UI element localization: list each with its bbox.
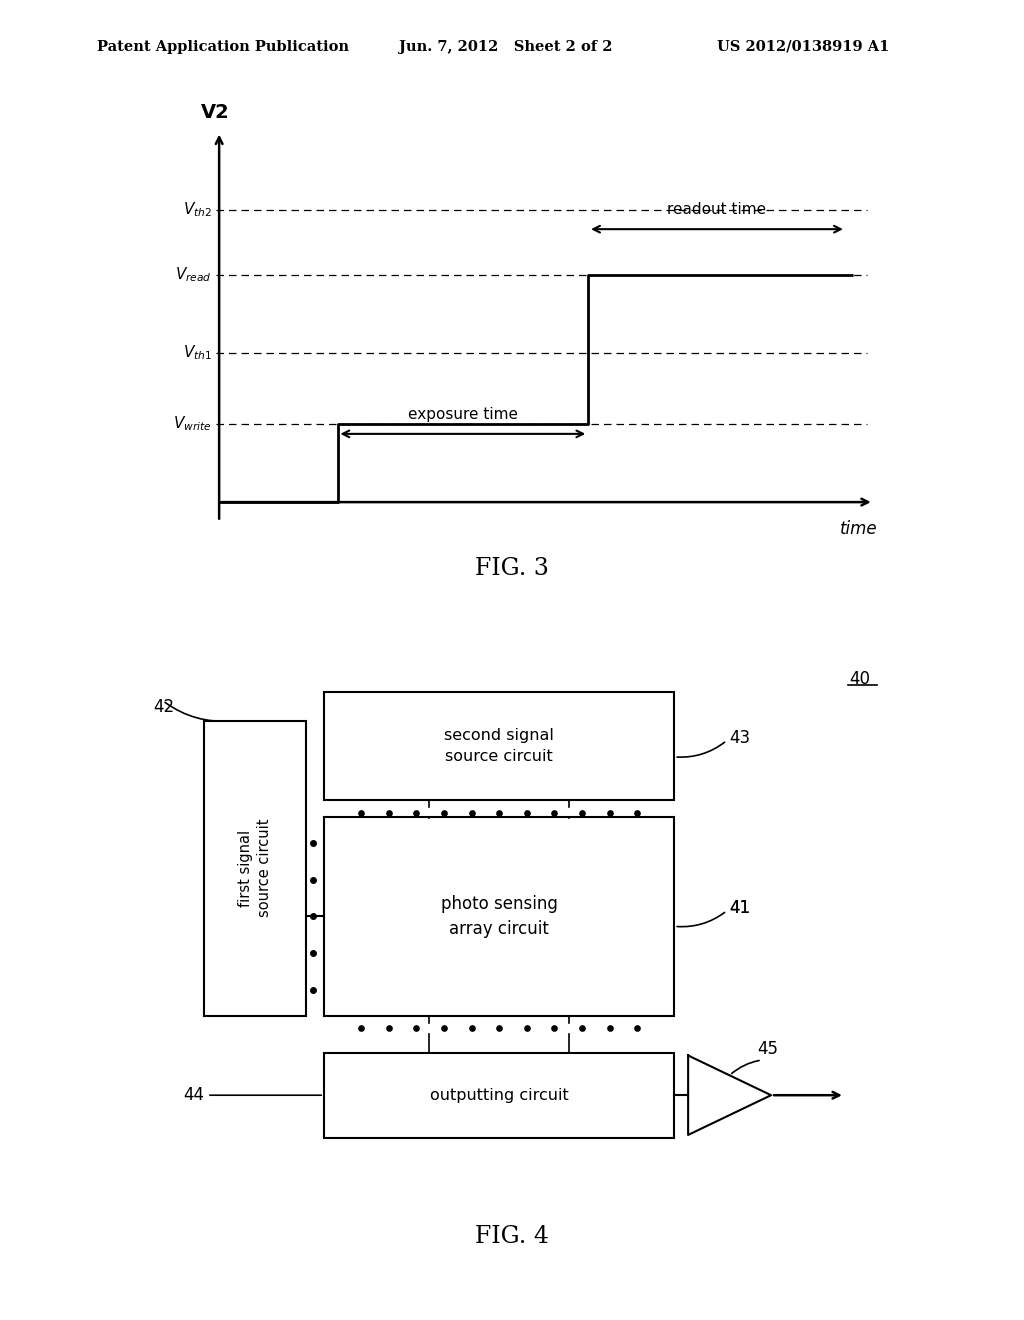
Text: photo sensing
array circuit: photo sensing array circuit [440, 895, 558, 939]
Text: 40: 40 [850, 669, 870, 688]
Text: second signal
source circuit: second signal source circuit [444, 729, 554, 764]
Text: FIG. 3: FIG. 3 [475, 557, 549, 579]
Bar [204, 721, 305, 1016]
Text: 45: 45 [758, 1040, 778, 1059]
Bar [324, 1052, 675, 1138]
Text: Patent Application Publication: Patent Application Publication [97, 40, 349, 54]
Text: outputting circuit: outputting circuit [430, 1088, 568, 1102]
Text: 41: 41 [729, 899, 751, 917]
Text: $V_{th2}$: $V_{th2}$ [183, 201, 212, 219]
Text: Jun. 7, 2012   Sheet 2 of 2: Jun. 7, 2012 Sheet 2 of 2 [399, 40, 612, 54]
Bar [324, 817, 675, 1016]
Text: readout time: readout time [668, 202, 767, 218]
Text: FIG. 4: FIG. 4 [475, 1225, 549, 1247]
Text: exposure time: exposure time [408, 407, 518, 422]
Text: US 2012/0138919 A1: US 2012/0138919 A1 [717, 40, 889, 54]
Text: 41: 41 [729, 899, 751, 917]
Text: time: time [840, 520, 878, 539]
Text: $V_{th1}$: $V_{th1}$ [183, 343, 212, 362]
Text: $V_{write}$: $V_{write}$ [173, 414, 212, 433]
Text: first signal
source circuit: first signal source circuit [238, 818, 272, 917]
Text: 44: 44 [183, 1086, 204, 1105]
Text: 43: 43 [729, 729, 751, 747]
Text: $V_{read}$: $V_{read}$ [175, 265, 212, 284]
Text: V2: V2 [202, 103, 230, 121]
Bar [324, 692, 675, 800]
Text: 42: 42 [154, 698, 175, 715]
